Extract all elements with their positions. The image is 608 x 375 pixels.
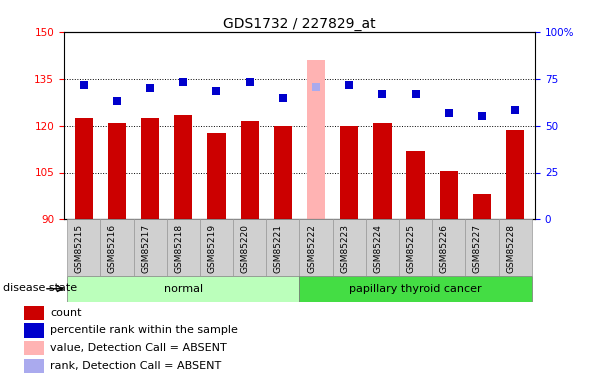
Point [145, 85, 155, 91]
Point [411, 92, 421, 98]
Bar [299, 276, 532, 302]
Text: rank, Detection Call = ABSENT: rank, Detection Call = ABSENT [50, 361, 221, 371]
Bar [75, 118, 93, 219]
Bar [307, 60, 325, 219]
Bar [24, 323, 44, 338]
Bar [399, 219, 432, 276]
Bar [340, 126, 358, 219]
Text: GSM85217: GSM85217 [141, 224, 150, 273]
Text: GSM85218: GSM85218 [174, 224, 183, 273]
Bar [100, 219, 134, 276]
Bar [266, 219, 299, 276]
Text: papillary thyroid cancer: papillary thyroid cancer [349, 284, 482, 294]
Bar [473, 194, 491, 219]
Bar [141, 118, 159, 219]
Point [444, 110, 454, 116]
Text: percentile rank within the sample: percentile rank within the sample [50, 326, 238, 336]
Text: count: count [50, 308, 81, 318]
Point [378, 92, 387, 98]
Text: GSM85216: GSM85216 [108, 224, 117, 273]
Text: disease state: disease state [3, 283, 77, 293]
Bar [67, 276, 299, 302]
Title: GDS1732 / 227829_at: GDS1732 / 227829_at [223, 17, 376, 31]
Point [510, 107, 520, 113]
Point [344, 82, 354, 88]
Bar [373, 123, 392, 219]
Bar [499, 219, 532, 276]
Bar [241, 121, 259, 219]
Text: GSM85221: GSM85221 [274, 224, 283, 273]
Text: GSM85225: GSM85225 [407, 224, 416, 273]
Text: GSM85220: GSM85220 [241, 224, 250, 273]
Bar [174, 115, 192, 219]
Bar [200, 219, 233, 276]
Bar [24, 359, 44, 373]
Point [311, 84, 321, 90]
Bar [432, 219, 465, 276]
Text: GSM85223: GSM85223 [340, 224, 349, 273]
Point [79, 82, 89, 88]
Text: GSM85228: GSM85228 [506, 224, 515, 273]
Bar [407, 151, 425, 219]
Text: value, Detection Call = ABSENT: value, Detection Call = ABSENT [50, 343, 227, 353]
Text: GSM85227: GSM85227 [473, 224, 482, 273]
Bar [24, 341, 44, 356]
Text: GSM85222: GSM85222 [307, 224, 316, 273]
Point [278, 94, 288, 100]
Bar [465, 219, 499, 276]
Bar [24, 306, 44, 320]
Bar [67, 219, 100, 276]
Bar [333, 219, 366, 276]
Text: normal: normal [164, 284, 203, 294]
Point [178, 79, 188, 85]
Bar [134, 219, 167, 276]
Point [212, 88, 221, 94]
Point [112, 98, 122, 104]
Text: GSM85219: GSM85219 [207, 224, 216, 273]
Point [245, 79, 255, 85]
Text: GSM85226: GSM85226 [440, 224, 449, 273]
Bar [167, 219, 200, 276]
Bar [207, 134, 226, 219]
Bar [506, 130, 524, 219]
Bar [299, 219, 333, 276]
Bar [108, 123, 126, 219]
Text: GSM85215: GSM85215 [75, 224, 84, 273]
Bar [233, 219, 266, 276]
Point [477, 113, 487, 119]
Bar [440, 171, 458, 219]
Text: GSM85224: GSM85224 [373, 224, 382, 273]
Bar [366, 219, 399, 276]
Bar [274, 126, 292, 219]
